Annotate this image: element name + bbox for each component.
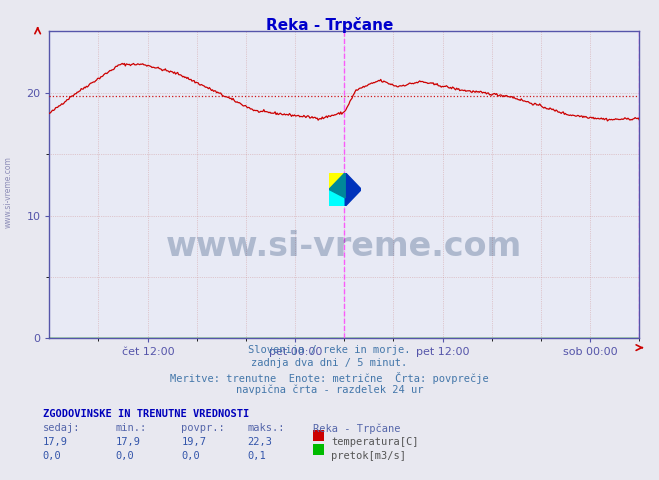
Text: www.si-vreme.com: www.si-vreme.com bbox=[3, 156, 13, 228]
Bar bbox=[329, 190, 345, 206]
Text: ZGODOVINSKE IN TRENUTNE VREDNOSTI: ZGODOVINSKE IN TRENUTNE VREDNOSTI bbox=[43, 409, 249, 419]
Text: min.:: min.: bbox=[115, 423, 146, 433]
Text: 17,9: 17,9 bbox=[43, 437, 68, 447]
Text: povpr.:: povpr.: bbox=[181, 423, 225, 433]
Bar bbox=[329, 172, 345, 190]
Text: 0,0: 0,0 bbox=[115, 451, 134, 461]
Text: Slovenija / reke in morje.: Slovenija / reke in morje. bbox=[248, 345, 411, 355]
Text: navpična črta - razdelek 24 ur: navpična črta - razdelek 24 ur bbox=[236, 385, 423, 396]
Text: zadnja dva dni / 5 minut.: zadnja dva dni / 5 minut. bbox=[251, 358, 408, 368]
Text: www.si-vreme.com: www.si-vreme.com bbox=[166, 230, 523, 263]
Text: 0,0: 0,0 bbox=[181, 451, 200, 461]
Text: Reka - Trpčane: Reka - Trpčane bbox=[266, 17, 393, 33]
Text: 17,9: 17,9 bbox=[115, 437, 140, 447]
Text: maks.:: maks.: bbox=[247, 423, 285, 433]
Text: sedaj:: sedaj: bbox=[43, 423, 80, 433]
Polygon shape bbox=[345, 172, 361, 206]
Text: 0,0: 0,0 bbox=[43, 451, 61, 461]
Text: 0,1: 0,1 bbox=[247, 451, 266, 461]
Text: temperatura[C]: temperatura[C] bbox=[331, 437, 419, 447]
Text: Reka - Trpčane: Reka - Trpčane bbox=[313, 423, 401, 434]
Polygon shape bbox=[329, 172, 345, 198]
Text: 19,7: 19,7 bbox=[181, 437, 206, 447]
Text: Meritve: trenutne  Enote: metrične  Črta: povprečje: Meritve: trenutne Enote: metrične Črta: … bbox=[170, 372, 489, 384]
Text: 22,3: 22,3 bbox=[247, 437, 272, 447]
Text: pretok[m3/s]: pretok[m3/s] bbox=[331, 451, 407, 461]
